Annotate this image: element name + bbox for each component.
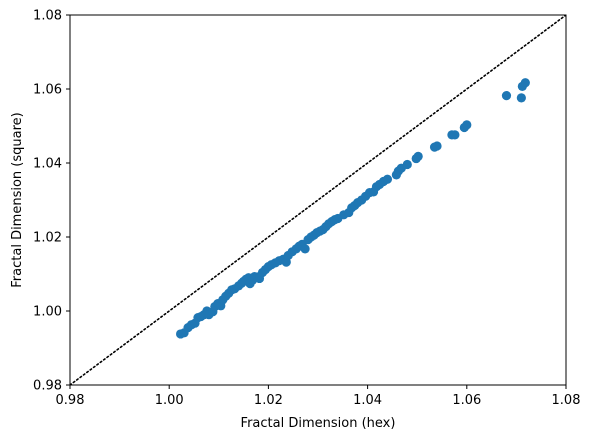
x-tick-label: 0.98 — [56, 393, 85, 408]
scatter-point — [450, 130, 460, 140]
scatter-point — [462, 120, 472, 130]
y-tick-label: 1.04 — [33, 157, 62, 172]
x-tick-label: 1.08 — [552, 393, 581, 408]
x-axis-label: Fractal Dimension (hex) — [241, 416, 396, 431]
identity-reference-line — [70, 15, 566, 385]
y-axis-label: Fractal Dimension (square) — [10, 112, 25, 287]
scatter-series — [176, 78, 530, 339]
scatter-point — [382, 174, 393, 184]
y-tick-label: 0.98 — [33, 379, 62, 394]
x-tick-label: 1.00 — [155, 393, 184, 408]
plot-area — [70, 15, 566, 385]
scatter-point — [520, 78, 530, 88]
axes: 0.98 1.00 1.02 1.04 1.06 1.08 0.98 1.00 1.02 1.04… — [33, 9, 580, 409]
scatter-point — [516, 93, 526, 103]
scatter-point — [402, 159, 412, 170]
y-tick-label: 1.02 — [33, 231, 62, 246]
y-tick-label: 1.00 — [33, 305, 62, 320]
scatter-point — [501, 91, 512, 101]
scatter-point — [300, 244, 310, 254]
x-tick-label: 1.06 — [452, 393, 481, 408]
y-tick-label: 1.06 — [33, 83, 62, 98]
y-tick-label: 1.08 — [33, 9, 62, 24]
x-tick-label: 1.04 — [353, 393, 382, 408]
scatter-point — [413, 151, 423, 161]
plot-content — [70, 15, 566, 385]
scatter-point — [432, 141, 442, 151]
plot-frame — [69, 14, 567, 386]
x-tick-label: 1.02 — [254, 393, 283, 408]
